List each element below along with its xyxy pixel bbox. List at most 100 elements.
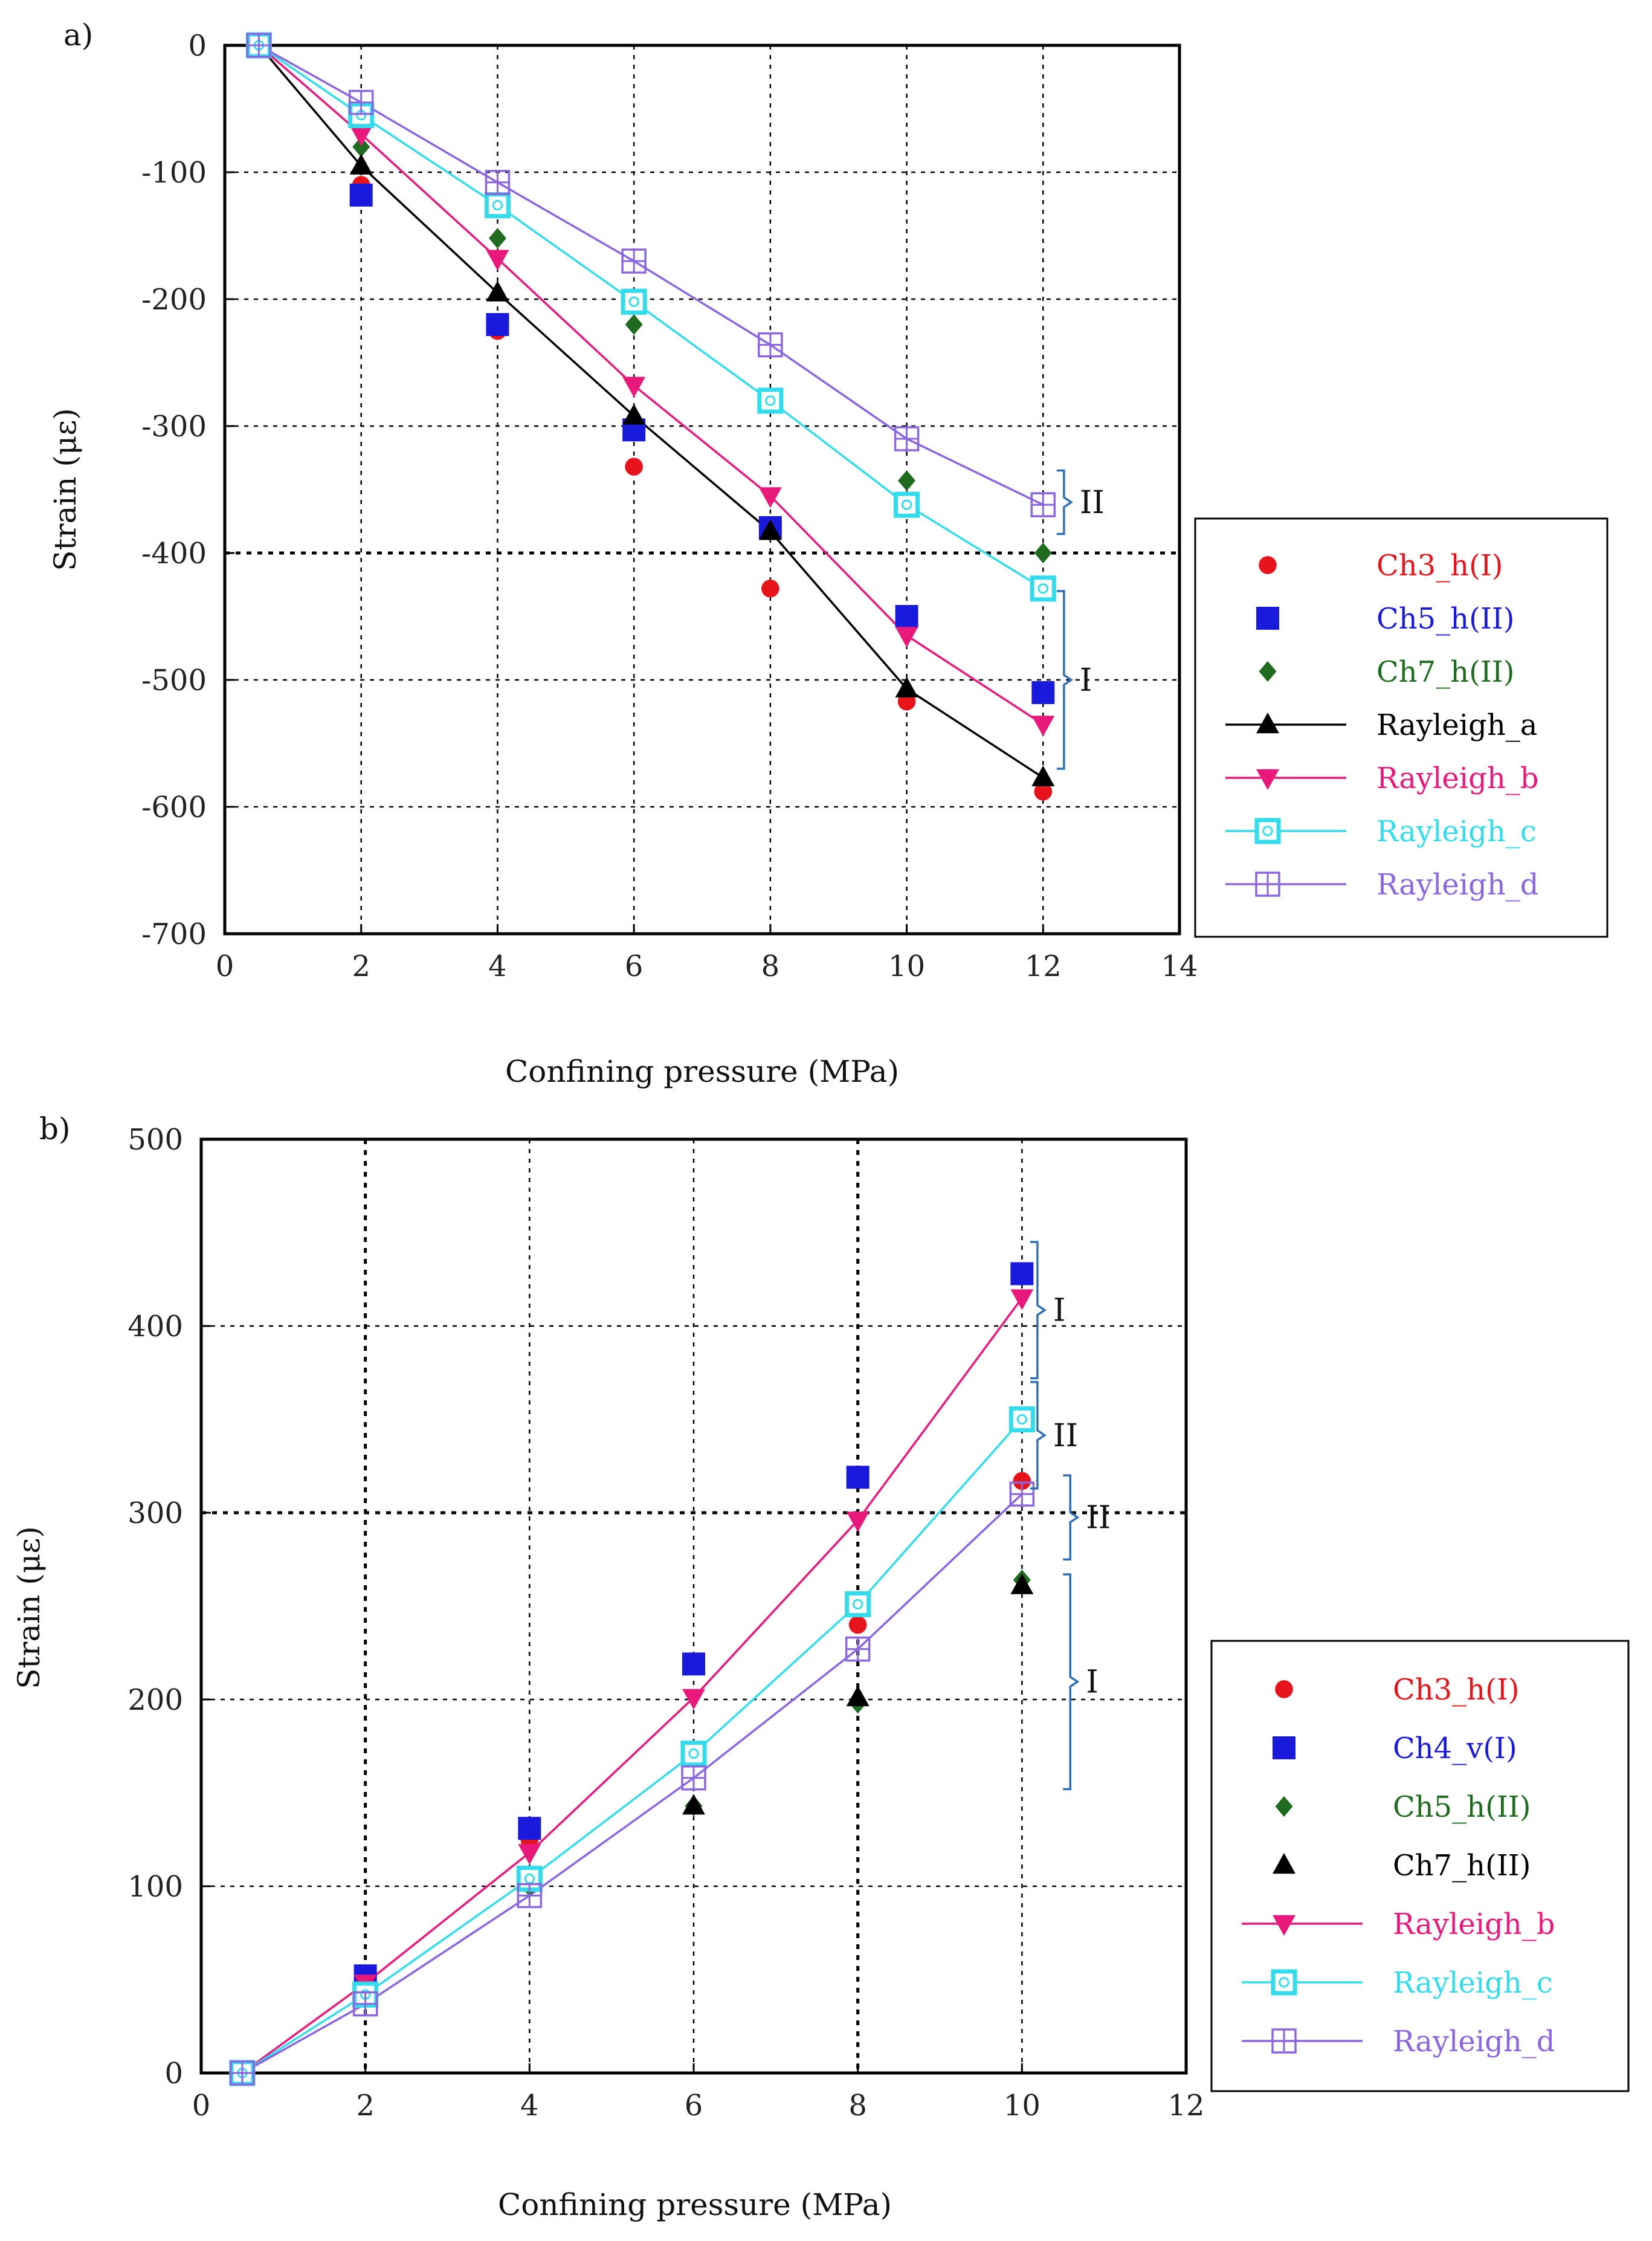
legend-item: Rayleigh_d xyxy=(1242,2025,1555,2058)
data-point xyxy=(349,183,373,207)
y-tick-label: -600 xyxy=(141,791,207,824)
x-tick-label: 2 xyxy=(352,949,370,983)
legend-item: Rayleigh_c xyxy=(1225,815,1537,849)
data-point xyxy=(1031,681,1055,704)
data-point xyxy=(895,676,918,697)
data-point xyxy=(846,1466,870,1489)
legend-label: Ch3_h(I) xyxy=(1376,549,1503,583)
legend-item: Ch5_h(II) xyxy=(1275,1790,1531,1824)
annotation-label: I xyxy=(1053,1293,1066,1329)
y-tick-label: -400 xyxy=(141,537,207,571)
data-point xyxy=(682,1794,705,1815)
data-point xyxy=(1010,1262,1034,1285)
legend-item: Ch4_v(I) xyxy=(1273,1732,1517,1765)
x-tick-label: 0 xyxy=(216,949,234,983)
annotation-label: II xyxy=(1080,485,1105,521)
data-point xyxy=(682,1652,705,1676)
legend-label: Rayleigh_a xyxy=(1376,708,1537,742)
data-point xyxy=(1008,1406,1035,1433)
data-point xyxy=(895,627,918,648)
annotation-bracket: I xyxy=(1030,1241,1066,1380)
x-tick-label: 2 xyxy=(356,2089,375,2123)
data-point xyxy=(1030,575,1056,602)
y-tick-label: 300 xyxy=(127,1496,183,1530)
legend-marker xyxy=(1259,661,1277,682)
x-tick-label: 10 xyxy=(1004,2089,1041,2123)
bracket-shape xyxy=(1056,590,1074,770)
legend-item: Ch7_h(II) xyxy=(1273,1849,1531,1883)
chart-panel-b: 0 2 4 6 8 10 12 0 100 200 300 400 500 Confining press… xyxy=(11,1111,1630,2222)
x-tick-label: 6 xyxy=(685,2089,703,2123)
legend-marker xyxy=(1275,1796,1293,1817)
data-point xyxy=(761,579,779,598)
annotation-bracket: I xyxy=(1056,590,1092,770)
legend-label: Rayleigh_b xyxy=(1393,1907,1555,1941)
x-tick-label: 4 xyxy=(488,949,507,983)
data-point xyxy=(895,605,918,628)
data-point xyxy=(230,2060,255,2086)
x-tick-label: 4 xyxy=(520,2089,539,2123)
series-Rayleigh_d xyxy=(246,33,1056,517)
y-tick-label: -200 xyxy=(141,283,207,317)
data-point xyxy=(486,280,509,302)
legend-label: Rayleigh_b xyxy=(1376,762,1538,795)
x-axis-label: Confining pressure (MPa) xyxy=(498,2187,892,2222)
data-point xyxy=(894,426,920,451)
legend-label: Ch3_h(I) xyxy=(1393,1673,1520,1707)
data-point xyxy=(517,1883,543,1909)
data-point xyxy=(625,314,643,335)
legend-label: Rayleigh_c xyxy=(1393,1966,1553,2000)
x-tick-label: 6 xyxy=(625,949,644,983)
series-line-Rayleigh_c xyxy=(241,1418,1023,2074)
legend-label: Rayleigh_c xyxy=(1376,815,1537,849)
data-point xyxy=(1031,716,1055,737)
panel-label: a) xyxy=(63,18,93,53)
legend-label: Ch4_v(I) xyxy=(1393,1732,1517,1765)
y-tick-label: 100 xyxy=(127,1870,183,1904)
legend: Ch3_h(I) Ch5_h(II) Ch7_h(II) Rayleigh_a Rayl… xyxy=(1194,517,1608,938)
data-point xyxy=(348,89,374,115)
legend-item: Rayleigh_c xyxy=(1242,1966,1553,2000)
annotation-bracket: II xyxy=(1030,1380,1078,1490)
data-point xyxy=(352,136,370,158)
y-tick-label: -300 xyxy=(141,410,207,444)
series-line-Rayleigh_d xyxy=(242,1493,1023,2074)
legend-marker xyxy=(1273,1853,1295,1874)
x-tick-label: 14 xyxy=(1161,949,1198,983)
annotation-label: II xyxy=(1086,1500,1111,1536)
x-tick-label: 10 xyxy=(888,949,925,983)
y-tick-label: 400 xyxy=(127,1310,183,1344)
legend-label: Rayleigh_d xyxy=(1393,2025,1555,2058)
legend-label: Ch7_h(II) xyxy=(1376,655,1514,689)
x-tick-label: 12 xyxy=(1167,2089,1204,2123)
annotation-bracket: I xyxy=(1063,1573,1099,1791)
data-point xyxy=(518,1844,541,1865)
annotation-label: II xyxy=(1053,1418,1078,1454)
legend-item: Rayleigh_a xyxy=(1225,708,1537,742)
legend: Ch3_h(I) Ch4_v(I) Ch5_h(II) Ch7_h(II) Raylei… xyxy=(1210,1640,1630,2092)
data-point xyxy=(1010,1289,1034,1310)
data-point xyxy=(894,491,920,518)
bracket-shape xyxy=(1056,469,1074,535)
data-point xyxy=(846,1685,870,1707)
legend-label: Ch5_h(II) xyxy=(1376,602,1514,636)
y-tick-label: 0 xyxy=(188,29,207,63)
y-tick-label: 200 xyxy=(127,1683,183,1717)
data-point xyxy=(758,332,783,358)
annotation-label: I xyxy=(1086,1664,1099,1701)
data-point xyxy=(1013,1472,1031,1490)
legend-item: Ch3_h(I) xyxy=(1259,549,1503,583)
data-point xyxy=(622,377,646,398)
data-point xyxy=(621,288,647,315)
data-point xyxy=(349,154,373,175)
data-point xyxy=(757,387,784,414)
x-tick-label: 0 xyxy=(192,2089,211,2123)
data-point xyxy=(625,458,643,476)
legend-marker xyxy=(1271,1969,1297,1996)
annotation-bracket: II xyxy=(1056,469,1105,535)
plot-frame xyxy=(223,44,1181,936)
legend-marker xyxy=(1254,818,1281,844)
x-tick-label: 8 xyxy=(848,2089,867,2123)
data-point xyxy=(518,1817,541,1840)
